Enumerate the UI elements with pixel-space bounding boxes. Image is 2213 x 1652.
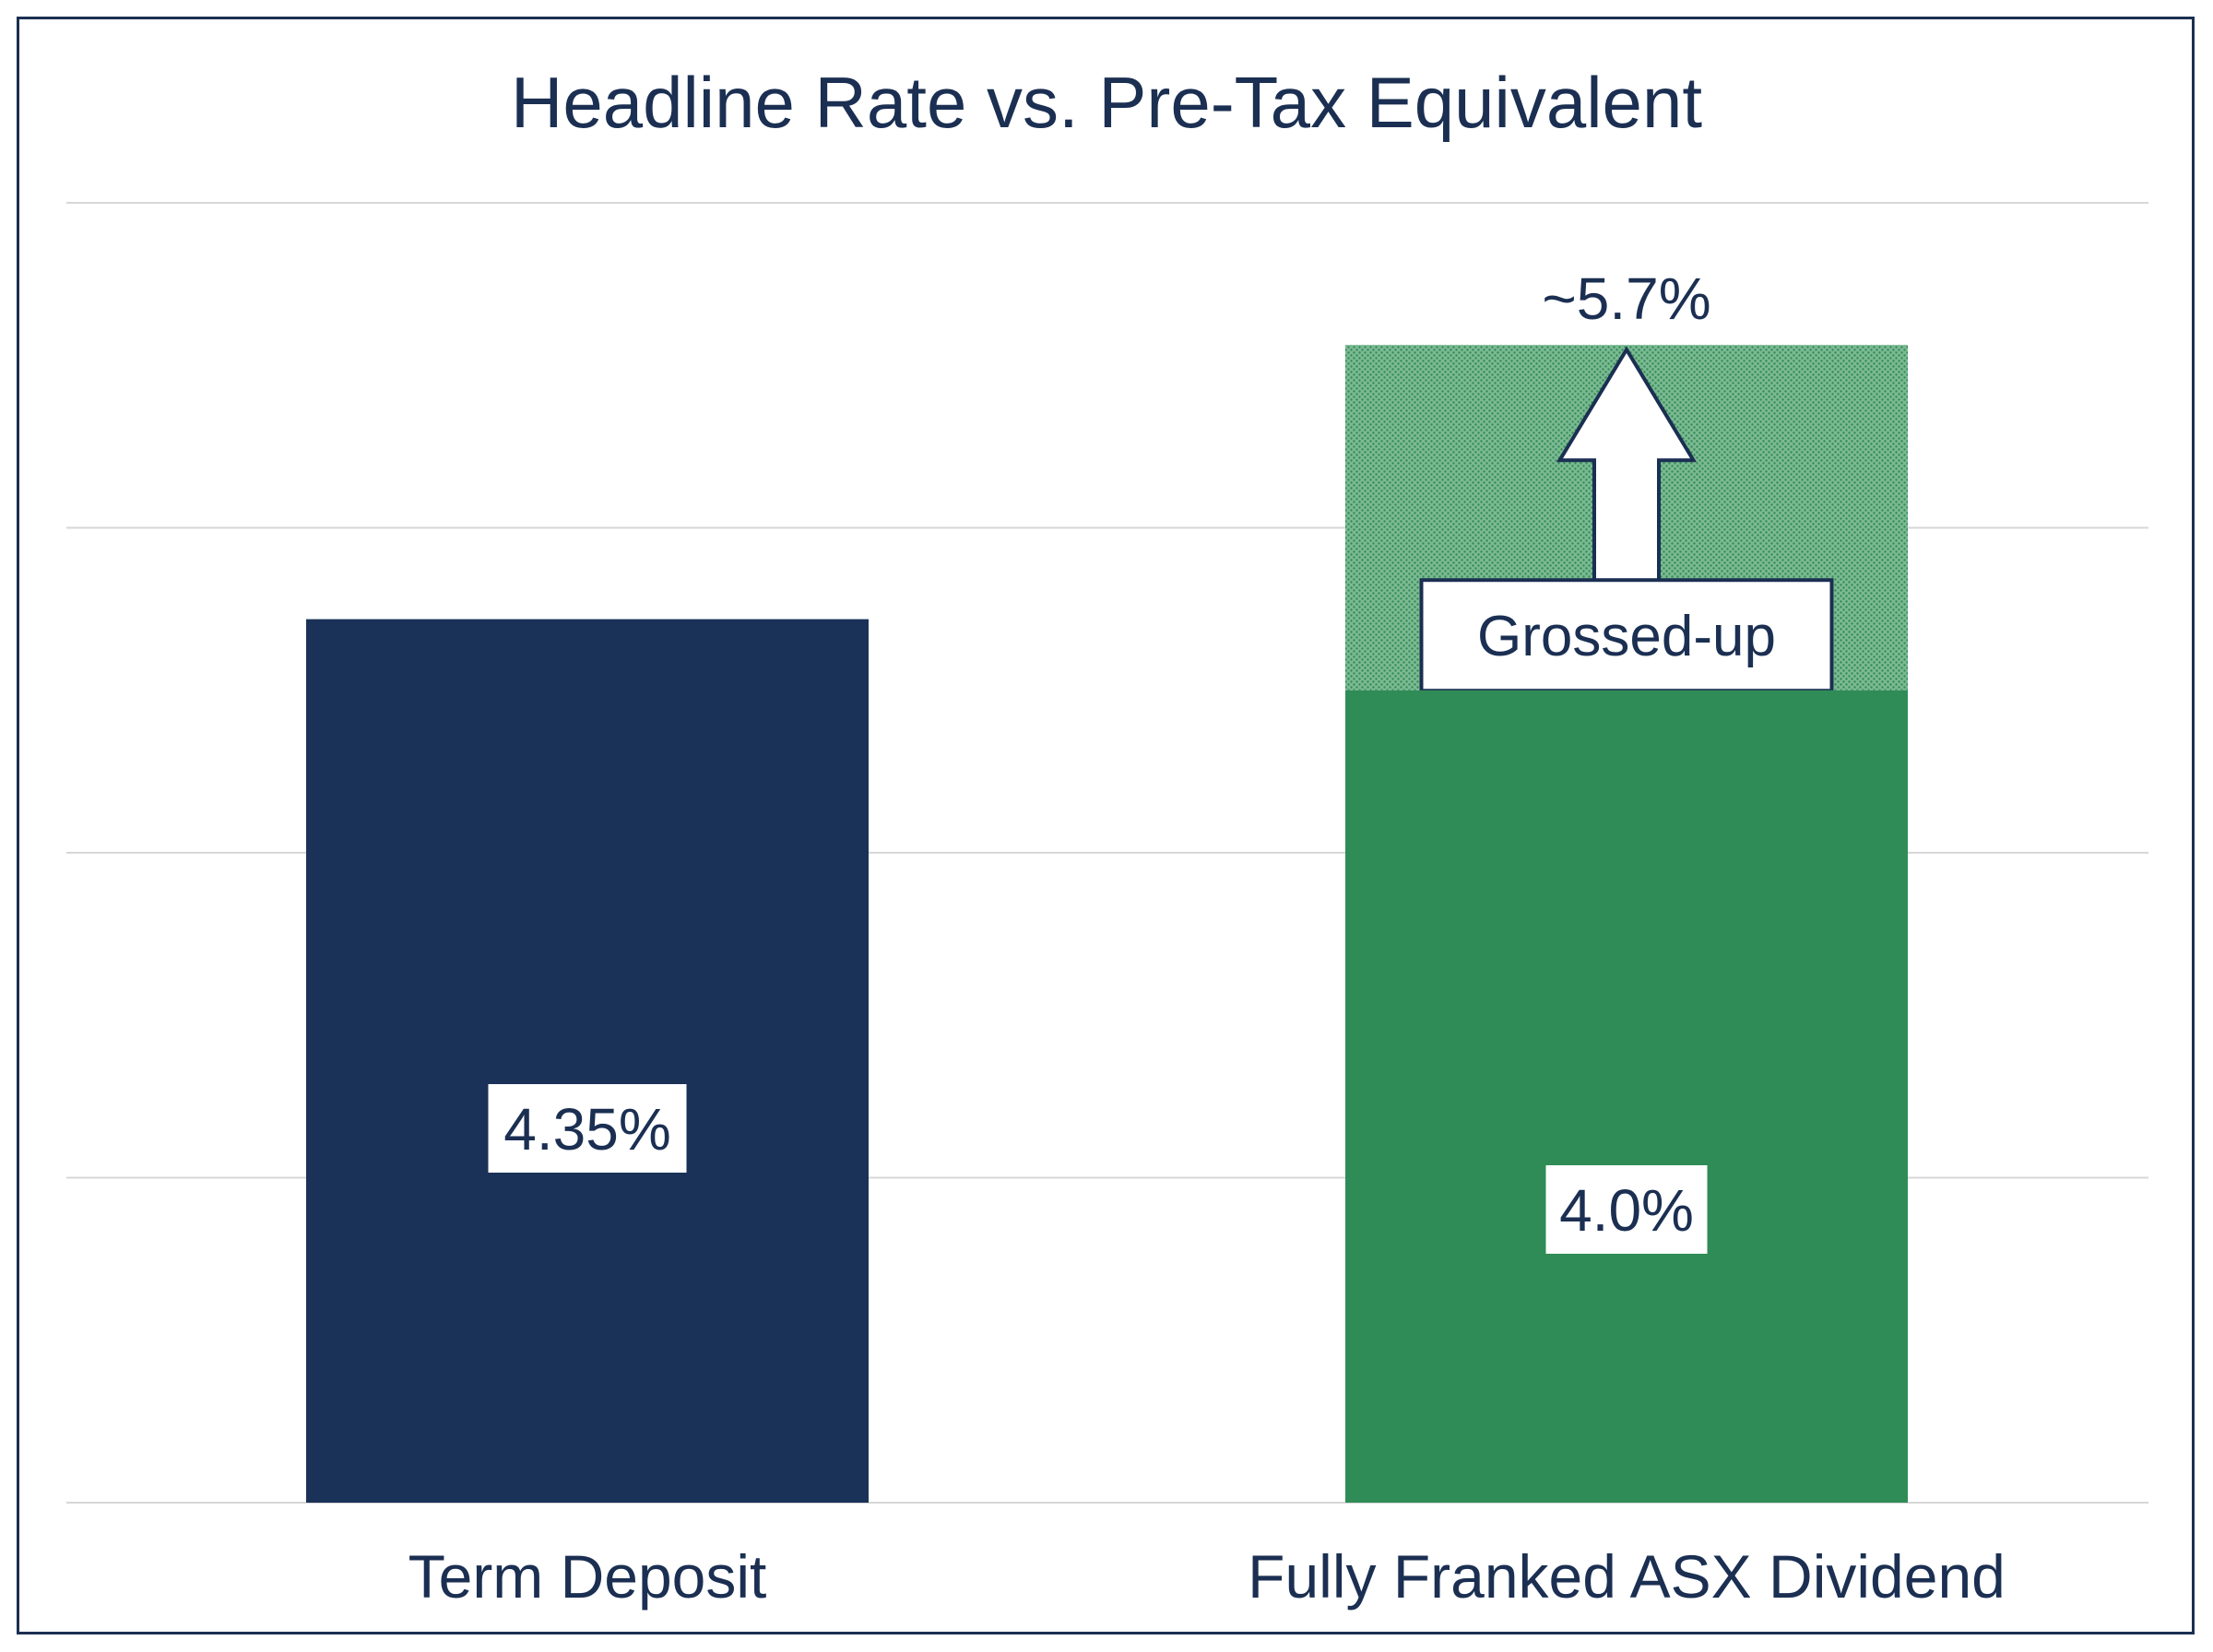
bar-dividend [1345,690,1908,1503]
bars [306,345,1908,1503]
bar-value-label: 4.0% [1559,1177,1694,1244]
grossed-up-label-box [1419,578,1834,693]
grossed-up-value-label: ~5.7% [1542,266,1710,332]
grossed-up-label: Grossed-up [1477,605,1776,668]
labels: 4.35% Term Deposit Grossed-up ~5.7% 4.0% Full… [408,266,2006,1611]
chart-title: Headline Rate vs. Pre-Tax Equivalent [511,62,1702,143]
value-label-box [1545,1165,1708,1254]
bar-term-deposit [306,619,869,1503]
category-label: Term Deposit [408,1542,767,1611]
category-label: Fully Franked ASX Dividend [1248,1542,2006,1611]
value-label-box [488,1084,687,1173]
bar-value-label: 4.35% [503,1096,670,1162]
